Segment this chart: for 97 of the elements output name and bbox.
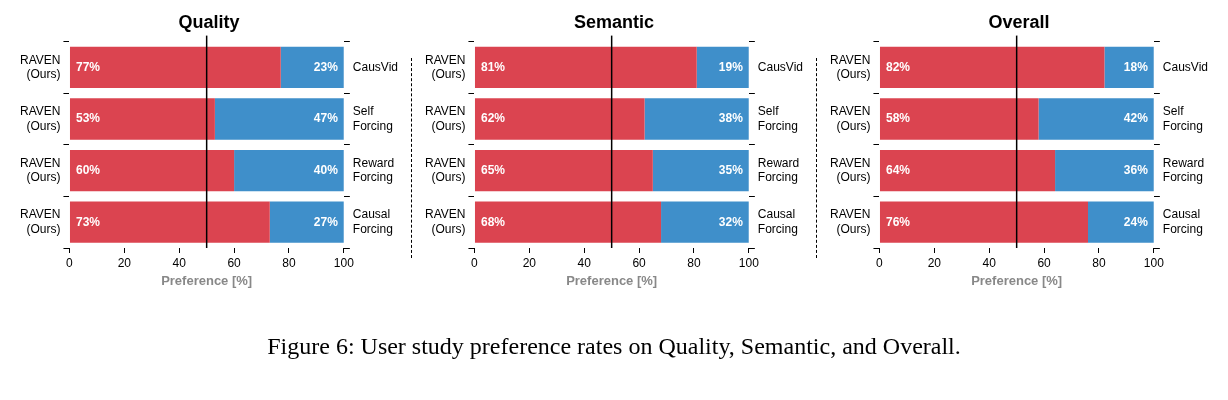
data-label: 58% [885, 111, 911, 126]
chart-title: Semantic [573, 11, 655, 32]
data-label: 76% [885, 214, 911, 229]
data-label: 18% [1123, 59, 1149, 74]
x-tick-label: 100 [1143, 255, 1165, 270]
x-tick-label: 60 [227, 255, 242, 270]
data-label: 23% [313, 59, 339, 74]
y-tick-label: RAVEN (Ours) [20, 104, 61, 133]
y-tick-label: RAVEN (Ours) [425, 155, 466, 185]
data-label: 24% [1123, 214, 1149, 229]
bar [69, 149, 235, 192]
data-label: 36% [1123, 162, 1149, 177]
y2-tick-label: Reward Forcing [1162, 155, 1205, 185]
x-tick-label: 0 [471, 255, 479, 270]
y2-tick-label: Causal Forcing [352, 207, 393, 236]
x-axis-title: Preference [%] [566, 272, 658, 288]
x-tick-label: 0 [66, 255, 74, 270]
chart-title: Overall [988, 11, 1050, 32]
y-tick-label: RAVEN (Ours) [20, 52, 61, 81]
bar [474, 98, 645, 140]
bar [879, 46, 1105, 89]
data-label: 62% [480, 111, 506, 126]
x-axis-title: Preference [%] [971, 272, 1063, 288]
x-tick-label: 40 [982, 255, 997, 270]
x-tick-label: 0 [876, 255, 884, 270]
data-label: 73% [75, 214, 101, 229]
data-label: 35% [718, 162, 744, 177]
data-label: 53% [75, 111, 101, 126]
x-tick-label: 80 [1092, 255, 1106, 270]
bar [879, 201, 1088, 243]
bar [879, 98, 1039, 140]
y-tick-label: RAVEN (Ours) [830, 104, 871, 133]
bar [69, 201, 270, 243]
x-tick-label: 60 [632, 255, 647, 270]
x-tick-label: 100 [333, 255, 355, 270]
bar [474, 201, 662, 243]
bar [69, 46, 281, 89]
y2-tick-label: Self Forcing [757, 104, 798, 133]
x-tick-label: 80 [282, 255, 296, 270]
chart-title: Quality [178, 11, 240, 32]
y-tick-label: RAVEN (Ours) [830, 207, 871, 236]
x-tick-label: 40 [577, 255, 592, 270]
y2-tick-label: Reward Forcing [352, 155, 395, 185]
y-tick-label: RAVEN (Ours) [830, 52, 871, 81]
y2-tick-label: CausVid [352, 59, 398, 74]
x-tick-label: 60 [1037, 255, 1052, 270]
data-label: 68% [480, 214, 506, 229]
data-label: 27% [313, 214, 339, 229]
caption: Figure 6: User study preference rates on Quality, Semantic, and Overall. [266, 333, 962, 360]
y2-tick-label: Reward Forcing [757, 155, 800, 185]
data-label: 42% [1123, 111, 1149, 126]
y2-tick-label: CausVid [1162, 59, 1208, 74]
bar [234, 149, 344, 192]
bar [879, 149, 1056, 192]
bar [1038, 98, 1154, 140]
data-label: 40% [313, 162, 339, 177]
bar [652, 149, 749, 192]
x-axis-title: Preference [%] [161, 272, 253, 288]
y2-tick-label: Causal Forcing [757, 207, 798, 236]
bar [69, 98, 215, 140]
data-label: 82% [885, 59, 911, 74]
x-tick-label: 80 [687, 255, 701, 270]
y2-tick-label: CausVid [757, 59, 803, 74]
y-tick-label: RAVEN (Ours) [20, 155, 61, 185]
bar [214, 98, 344, 140]
y2-tick-label: Self Forcing [352, 104, 393, 133]
bar [1055, 149, 1154, 192]
bar [269, 201, 344, 243]
data-label: 32% [718, 214, 744, 229]
bar [474, 46, 697, 89]
y-tick-label: RAVEN (Ours) [425, 104, 466, 133]
x-tick-label: 20 [522, 255, 537, 270]
data-label: 81% [480, 59, 506, 74]
data-label: 64% [885, 162, 911, 177]
bar [644, 98, 749, 140]
data-label: 38% [718, 111, 744, 126]
y-tick-label: RAVEN (Ours) [20, 207, 61, 236]
x-tick-label: 100 [738, 255, 760, 270]
bar [1088, 201, 1154, 243]
x-tick-label: 20 [927, 255, 942, 270]
y2-tick-label: Causal Forcing [1162, 207, 1203, 236]
data-label: 77% [75, 59, 101, 74]
bar [661, 201, 749, 243]
x-tick-label: 40 [172, 255, 187, 270]
bar [696, 46, 749, 89]
data-label: 60% [75, 162, 101, 177]
y-tick-label: RAVEN (Ours) [425, 52, 466, 81]
x-tick-label: 20 [117, 255, 132, 270]
y2-tick-label: Self Forcing [1162, 104, 1203, 133]
data-label: 19% [718, 59, 744, 74]
data-label: 65% [480, 162, 506, 177]
bar [1104, 46, 1154, 89]
bar [474, 149, 653, 192]
bar [280, 46, 344, 89]
data-label: 47% [313, 111, 339, 126]
y-tick-label: RAVEN (Ours) [830, 155, 871, 185]
y-tick-label: RAVEN (Ours) [425, 207, 466, 236]
